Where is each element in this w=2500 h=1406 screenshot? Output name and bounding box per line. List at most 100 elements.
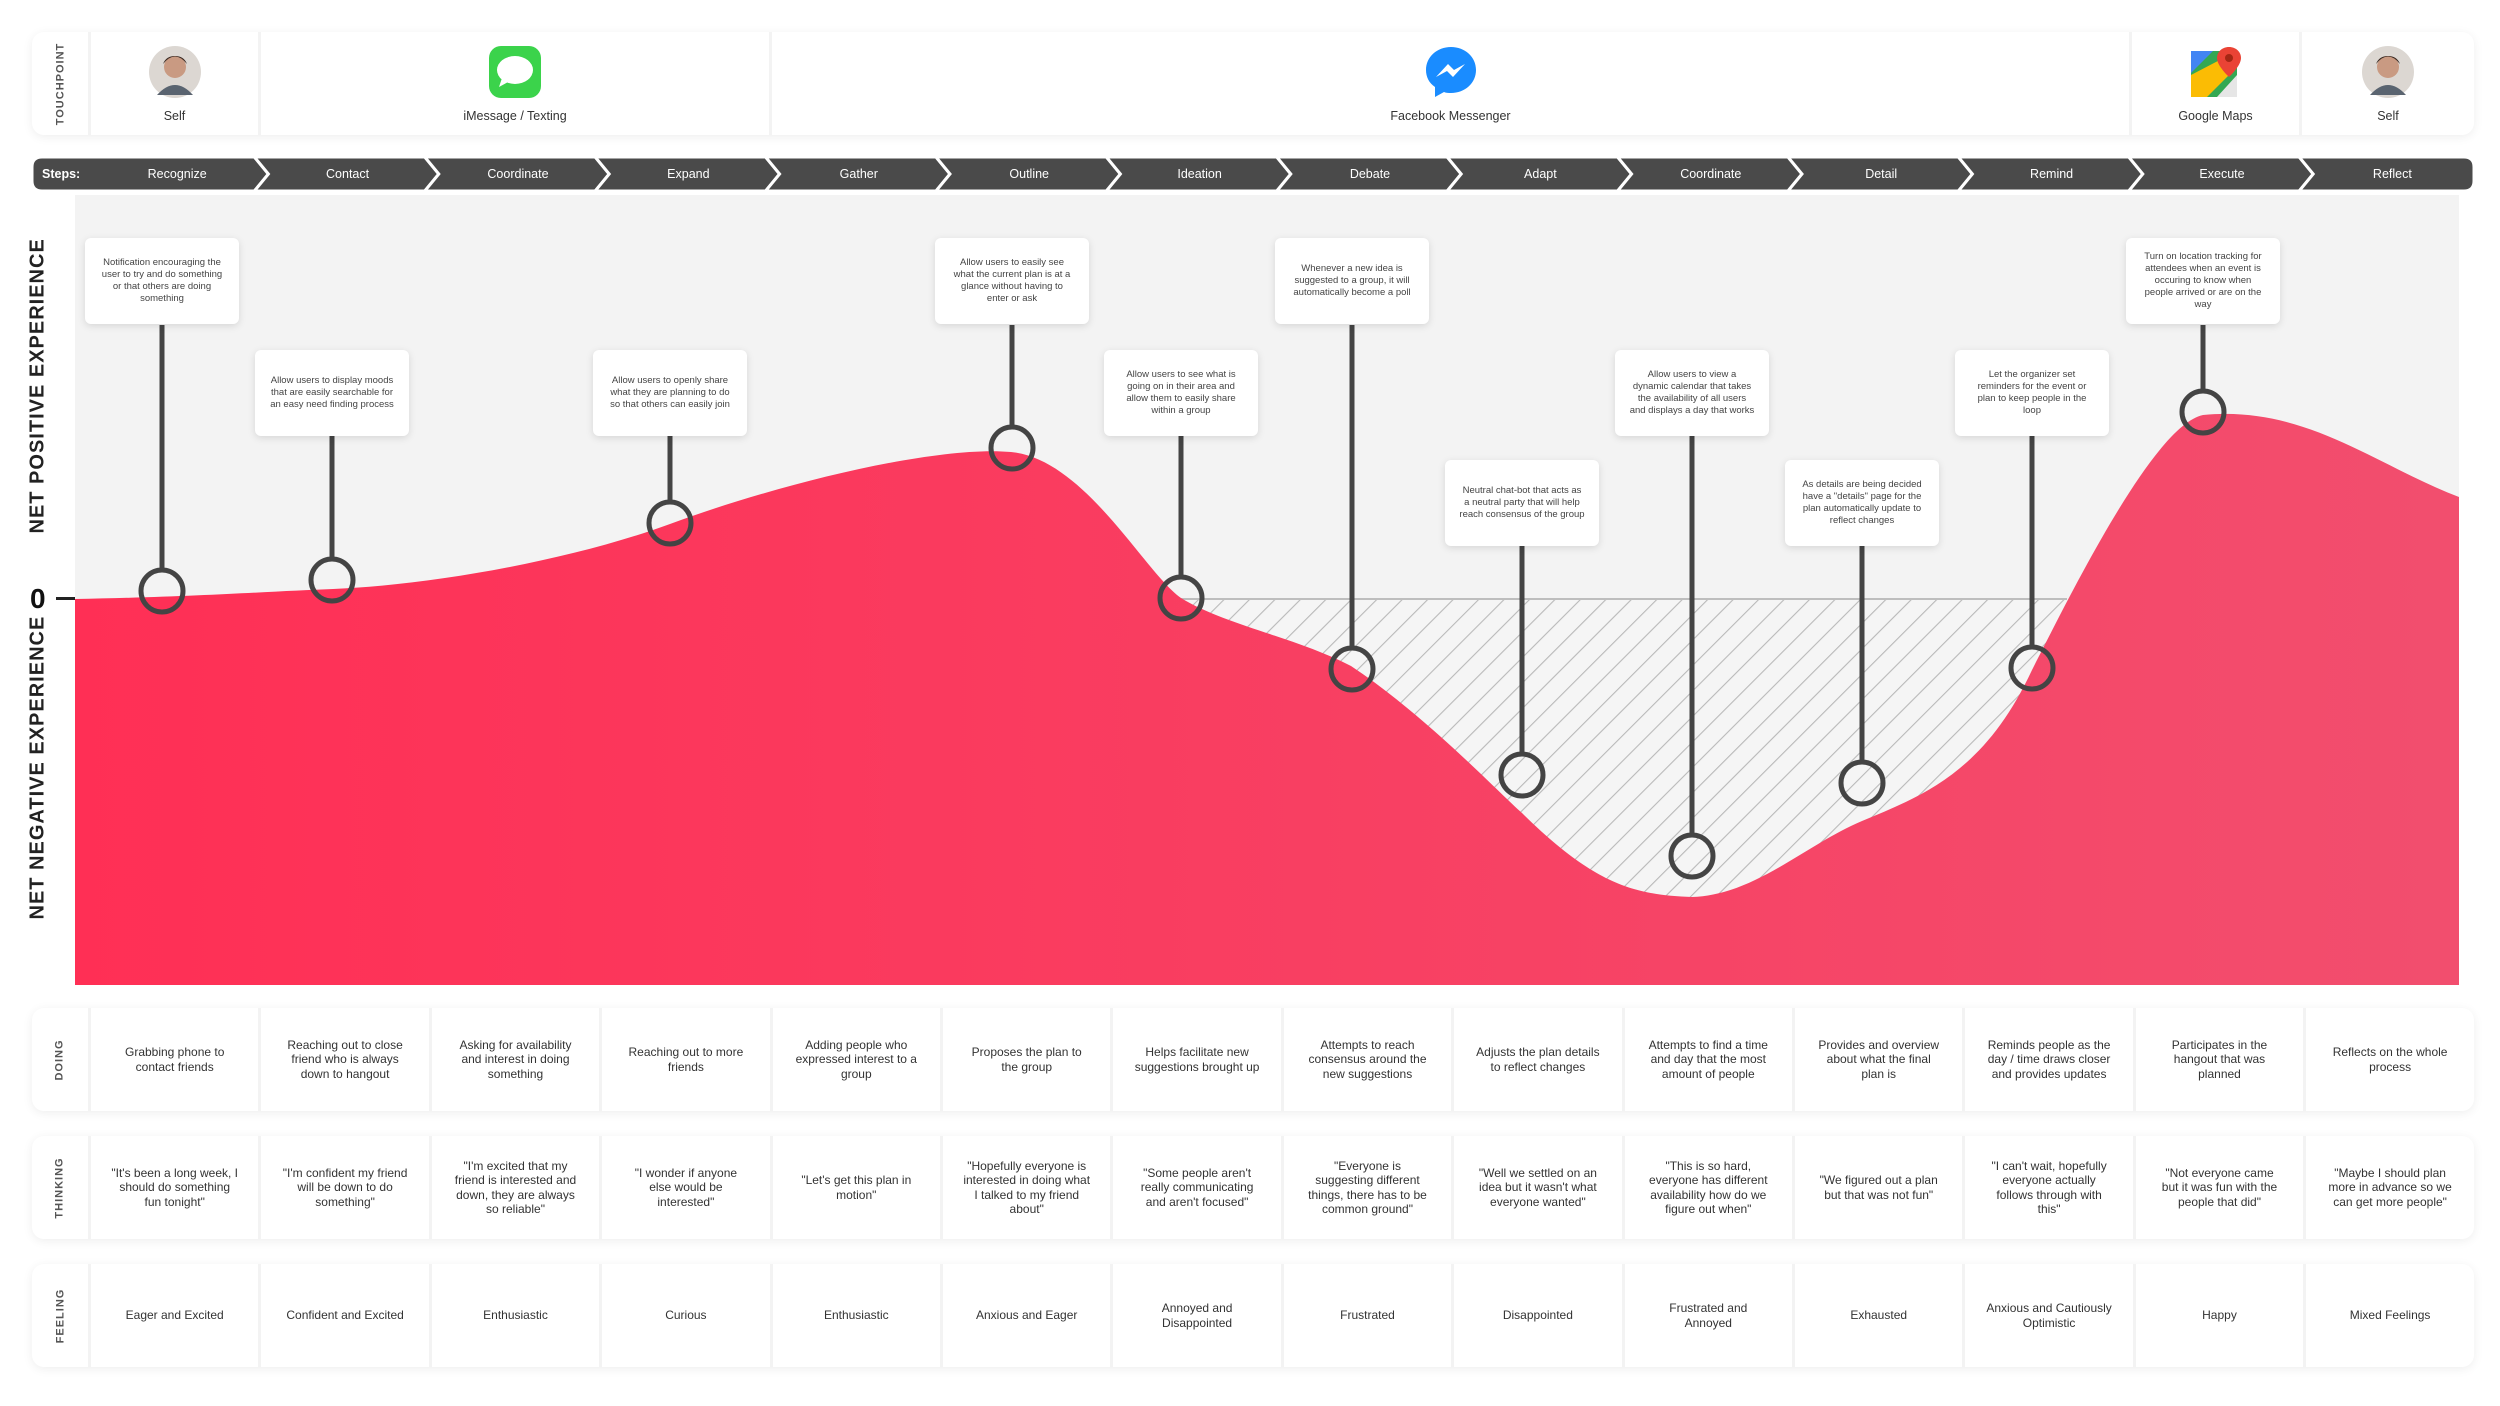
touchpoint-label: Facebook Messenger [1390, 108, 1511, 123]
avatar-icon [148, 45, 202, 99]
net-negative-label: NET NEGATIVE EXPERIENCE [26, 615, 49, 920]
feeling-cell: Enthusiastic [428, 1264, 599, 1367]
touchpoint-self-end: Self [2299, 32, 2474, 135]
feeling-cell: Disappointed [1451, 1264, 1621, 1367]
feeling-row: FEELING Eager and Excited Confident and E… [32, 1264, 2474, 1367]
note-expand: Allow users to openly share what they ar… [593, 350, 747, 436]
steps-arrows [32, 157, 2474, 191]
thinking-row: THINKING "It's been a long week, I shoul… [32, 1136, 2474, 1239]
note-outline: Allow users to easily see what the curre… [935, 238, 1089, 324]
touchpoint-label: Google Maps [2178, 108, 2253, 123]
touchpoint-row-label: TOUCHPOINT [54, 42, 66, 125]
note-ideation: Allow users to see what is going on in t… [1104, 350, 1258, 436]
doing-cell: Proposes the plan to the group [940, 1008, 1110, 1111]
step-label: Remind [2030, 167, 2074, 181]
doing-cell: Reminds people as the day / time draws c… [1962, 1008, 2132, 1111]
feeling-cell: Mixed Feelings [2303, 1264, 2474, 1367]
thinking-cell: "Let's get this plan in motion" [769, 1136, 940, 1239]
touchpoint-imessage: iMessage / Texting [258, 32, 769, 135]
thinking-row-label: THINKING [54, 1156, 67, 1219]
thinking-cell: "Everyone is suggesting different things… [1280, 1136, 1451, 1239]
feeling-cell: Anxious and Eager [940, 1264, 1110, 1367]
step-label: Execute [2199, 167, 2245, 181]
experience-graph [75, 195, 2459, 985]
net-positive-label: NET POSITIVE EXPERIENCE [26, 238, 49, 534]
step-arrow [1956, 157, 2145, 191]
step-label: Coordinate [487, 167, 549, 181]
note-coordinate-calendar: Allow users to view a dynamic calendar t… [1615, 350, 1769, 436]
thinking-cell: "It's been a long week, I should do some… [88, 1136, 258, 1239]
touchpoint-label: Self [163, 108, 186, 123]
touchpoint-google-maps: Google Maps [2129, 32, 2299, 135]
step-label: Coordinate [1680, 167, 1742, 181]
google-maps-icon [2189, 45, 2243, 99]
step-arrow [2126, 157, 2316, 191]
note-detail: As details are being decided have a "det… [1785, 460, 1939, 546]
doing-cell: Attempts to reach consensus around the n… [1280, 1008, 1451, 1111]
touchpoint-label: Self [2377, 108, 2399, 123]
touchpoint-messenger: Facebook Messenger [769, 32, 2129, 135]
thinking-cell: "This is so hard, everyone has different… [1621, 1136, 1792, 1239]
step-label: Gather [839, 167, 878, 181]
doing-cell: Attempts to find a time and day that the… [1621, 1008, 1792, 1111]
step-label: Detail [1865, 167, 1898, 181]
feeling-cell: Frustrated [1280, 1264, 1451, 1367]
messenger-icon [1424, 45, 1478, 99]
note-adapt: Neutral chat-bot that acts as a neutral … [1445, 460, 1599, 546]
doing-cell: Grabbing phone to contact friends [88, 1008, 258, 1111]
step-label: Adapt [1524, 167, 1557, 181]
thinking-cell: "Well we settled on an idea but it wasn'… [1451, 1136, 1621, 1239]
doing-cell: Provides and overview about what the fin… [1792, 1008, 1962, 1111]
thinking-cell: "Some people aren't really communicating… [1110, 1136, 1280, 1239]
note-contact: Allow users to display moods that are ea… [255, 350, 409, 436]
feeling-row-label: FEELING [53, 1288, 66, 1343]
step-label: Recognize [147, 167, 207, 181]
thinking-cell: "We figured out a plan but that was not … [1792, 1136, 1962, 1239]
doing-row-label: DOING [54, 1038, 66, 1081]
steps-bar: Steps: Recognize Contact Coordinate Expand G… [32, 157, 2474, 191]
thinking-cell: "I'm excited that my friend is intereste… [428, 1136, 599, 1239]
doing-cell: Adding people who expressed interest to … [769, 1008, 940, 1111]
step-arrow [422, 157, 612, 191]
doing-cell: Adjusts the plan details to reflect chan… [1451, 1008, 1621, 1111]
touchpoint-label: iMessage / Texting [463, 108, 567, 123]
feeling-cell: Anxious and Cautiously Optimistic [1962, 1264, 2132, 1367]
thinking-cell: "I can't wait, hopefully everyone actual… [1962, 1136, 2132, 1239]
doing-cell: Participates in the hangout that was pla… [2132, 1008, 2303, 1111]
steps-title: Steps: [42, 167, 81, 181]
step-label: Outline [1009, 167, 1049, 181]
thinking-cell: "Not everyone came but it was fun with t… [2132, 1136, 2303, 1239]
feeling-cell: Eager and Excited [88, 1264, 258, 1367]
zero-tick [56, 597, 78, 600]
step-label: Reflect [2372, 167, 2412, 181]
feeling-cell: Frustrated and Annoyed [1621, 1264, 1792, 1367]
avatar-icon [2361, 45, 2415, 99]
note-remind: Let the organizer set reminders for the … [1955, 350, 2109, 436]
feeling-cell: Curious [599, 1264, 769, 1367]
feeling-cell: Enthusiastic [769, 1264, 940, 1367]
thinking-cell: "I wonder if anyone else would be intere… [599, 1136, 769, 1239]
doing-cell: Helps facilitate new suggestions brought… [1110, 1008, 1280, 1111]
note-debate: Whenever a new idea is suggested to a gr… [1275, 238, 1429, 324]
step-arrow [934, 157, 1123, 191]
thinking-cell: "Maybe I should plan more in advance so … [2303, 1136, 2474, 1239]
step-arrow [1445, 157, 1634, 191]
step-arrow [763, 157, 952, 191]
feeling-cell: Annoyed and Disappointed [1110, 1264, 1280, 1367]
doing-row: DOING Grabbing phone to contact friends R… [32, 1008, 2474, 1111]
feeling-cell: Happy [2132, 1264, 2303, 1367]
experience-curve-svg [75, 413, 2459, 985]
doing-cell: Reaching out to close friend who is alwa… [258, 1008, 428, 1111]
thinking-cell: "I'm confident my friend will be down to… [258, 1136, 428, 1239]
note-execute: Turn on location tracking for attendees … [2126, 238, 2280, 324]
doing-cell: Asking for availability and interest in … [428, 1008, 599, 1111]
feeling-cell: Confident and Excited [258, 1264, 428, 1367]
doing-cell: Reflects on the whole process [2303, 1008, 2474, 1111]
step-label: Contact [326, 167, 370, 181]
touchpoint-self-start: Self [88, 32, 258, 135]
step-label: Expand [667, 167, 710, 181]
experience-curve [75, 413, 2459, 985]
note-recognize: Notification encouraging the user to try… [85, 238, 239, 324]
step-arrow [1786, 157, 1975, 191]
step-label: Debate [1349, 167, 1391, 181]
